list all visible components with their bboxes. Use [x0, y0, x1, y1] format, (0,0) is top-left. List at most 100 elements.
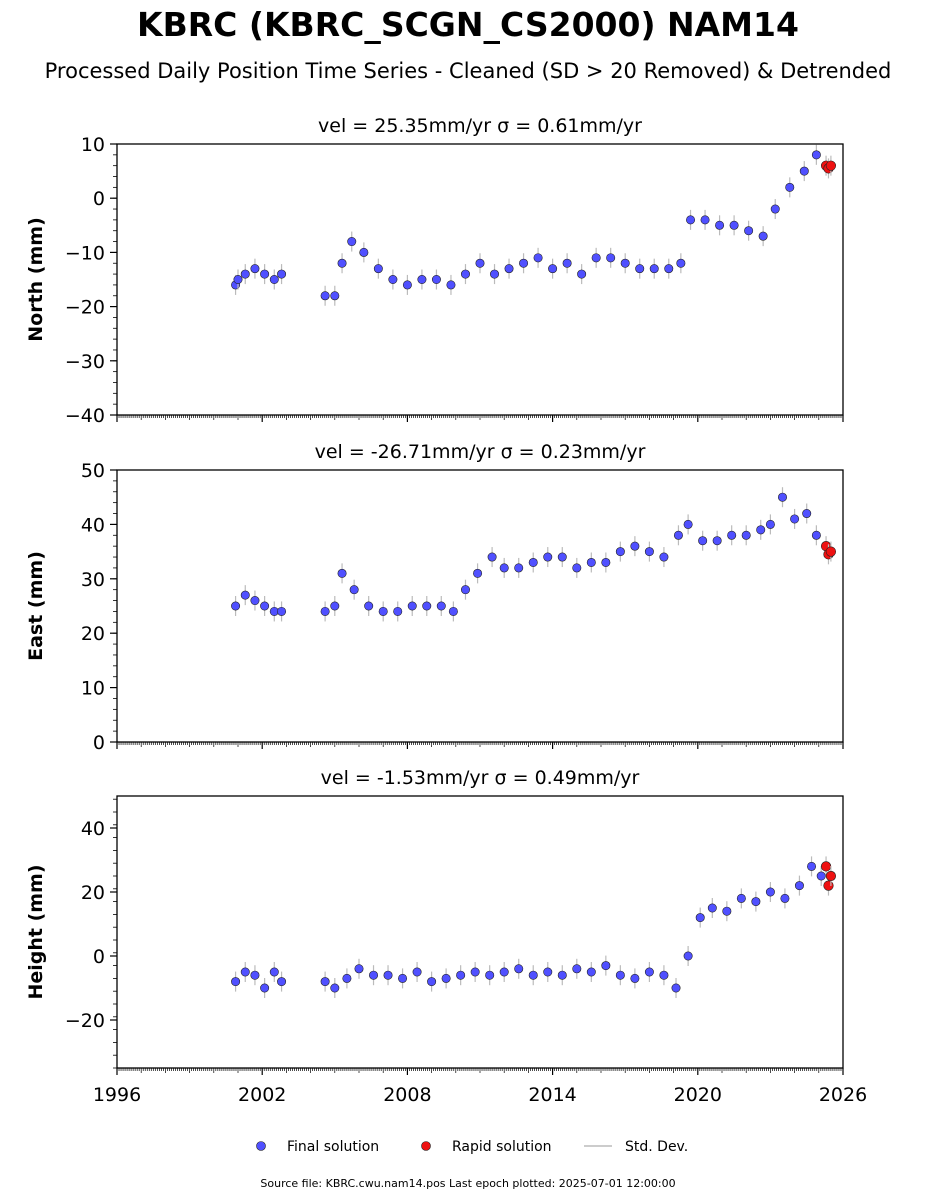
figure-title: KBRC (KBRC_SCGN_CS2000) NAM14 [137, 5, 799, 44]
x-tick-label: 2020 [674, 1084, 722, 1106]
final-point [330, 983, 340, 993]
axes-frame [116, 143, 844, 416]
final-point [373, 264, 383, 274]
final-point [260, 269, 270, 279]
final-point [528, 970, 538, 980]
final-point [586, 967, 596, 977]
final-point [707, 903, 717, 913]
final-point [320, 291, 330, 301]
y-tick-label: 50 [81, 460, 105, 482]
final-point [811, 530, 821, 540]
legend-final-marker [256, 1141, 266, 1151]
final-point [277, 606, 287, 616]
final-point [337, 258, 347, 268]
final-point [765, 519, 775, 529]
final-point [499, 967, 509, 977]
final-point [422, 601, 432, 611]
final-point [277, 269, 287, 279]
final-point [330, 291, 340, 301]
final-point [802, 509, 812, 519]
final-point [269, 967, 279, 977]
final-point [673, 530, 683, 540]
final-point [473, 568, 483, 578]
final-point [630, 541, 640, 551]
final-point [780, 893, 790, 903]
final-point [715, 220, 725, 230]
final-point [514, 563, 524, 573]
final-point [427, 977, 437, 987]
y-tick-label: −10 [65, 242, 105, 264]
panel-title: vel = 25.35mm/yr σ = 0.61mm/yr [318, 115, 642, 137]
final-point [431, 274, 441, 284]
final-point [448, 606, 458, 616]
y-tick-label: 20 [81, 623, 105, 645]
rapid-point [825, 870, 837, 882]
final-point [456, 970, 466, 980]
final-point [785, 182, 795, 192]
panel-title: vel = -1.53mm/yr σ = 0.49mm/yr [321, 767, 640, 789]
final-point [250, 596, 260, 606]
final-point [528, 557, 538, 567]
legend-std-label: Std. Dev. [625, 1139, 688, 1155]
y-tick-label: 0 [93, 946, 105, 968]
final-point [572, 563, 582, 573]
final-point [577, 269, 587, 279]
final-point [250, 970, 260, 980]
final-point [475, 258, 485, 268]
final-point [712, 536, 722, 546]
x-tick-label: 2008 [383, 1084, 431, 1106]
final-point [799, 166, 809, 176]
final-point [606, 253, 616, 263]
final-point [504, 264, 514, 274]
final-point [330, 601, 340, 611]
marks [231, 144, 837, 306]
final-point [816, 871, 826, 881]
final-point [320, 606, 330, 616]
final-point [635, 264, 645, 274]
y-axis-label: North (mm) [25, 217, 47, 342]
final-point [407, 601, 417, 611]
final-point [659, 552, 669, 562]
final-point [240, 967, 250, 977]
panel-2: vel = -26.71mm/yr σ = 0.23mm/yr East (mm)… [25, 441, 844, 754]
panel-3: vel = -1.53mm/yr σ = 0.49mm/yr Height (mm… [25, 767, 867, 1106]
final-point [393, 606, 403, 616]
x-tick-label: 2014 [528, 1084, 576, 1106]
final-point [686, 215, 696, 225]
final-point [485, 970, 495, 980]
final-point [412, 967, 422, 977]
final-point [671, 983, 681, 993]
final-point [460, 585, 470, 595]
final-point [446, 280, 456, 290]
y-tick-label: −30 [65, 351, 105, 373]
final-point [490, 269, 500, 279]
axes-frame [116, 469, 844, 743]
x-tick-label: 1996 [93, 1084, 141, 1106]
final-point [514, 964, 524, 974]
final-point [388, 274, 398, 284]
final-point [402, 280, 412, 290]
x-tick-label: 2026 [819, 1084, 867, 1106]
rapid-point [820, 861, 832, 872]
final-point [543, 552, 553, 562]
final-point [790, 514, 800, 524]
final-point [756, 525, 766, 535]
final-point [729, 220, 739, 230]
final-point [700, 215, 710, 225]
final-point [695, 913, 705, 923]
y-axis-label: Height (mm) [25, 864, 47, 999]
final-point [751, 897, 761, 907]
final-point [765, 887, 775, 897]
rapid-point [825, 160, 837, 171]
final-point [320, 977, 330, 987]
final-point [562, 258, 572, 268]
marks [231, 487, 837, 622]
final-point [557, 970, 567, 980]
y-tick-label: 0 [93, 732, 105, 754]
final-point [470, 967, 480, 977]
panel-title: vel = -26.71mm/yr σ = 0.23mm/yr [315, 441, 646, 463]
final-point [615, 970, 625, 980]
final-point [233, 274, 243, 284]
y-tick-label: −40 [65, 405, 105, 427]
